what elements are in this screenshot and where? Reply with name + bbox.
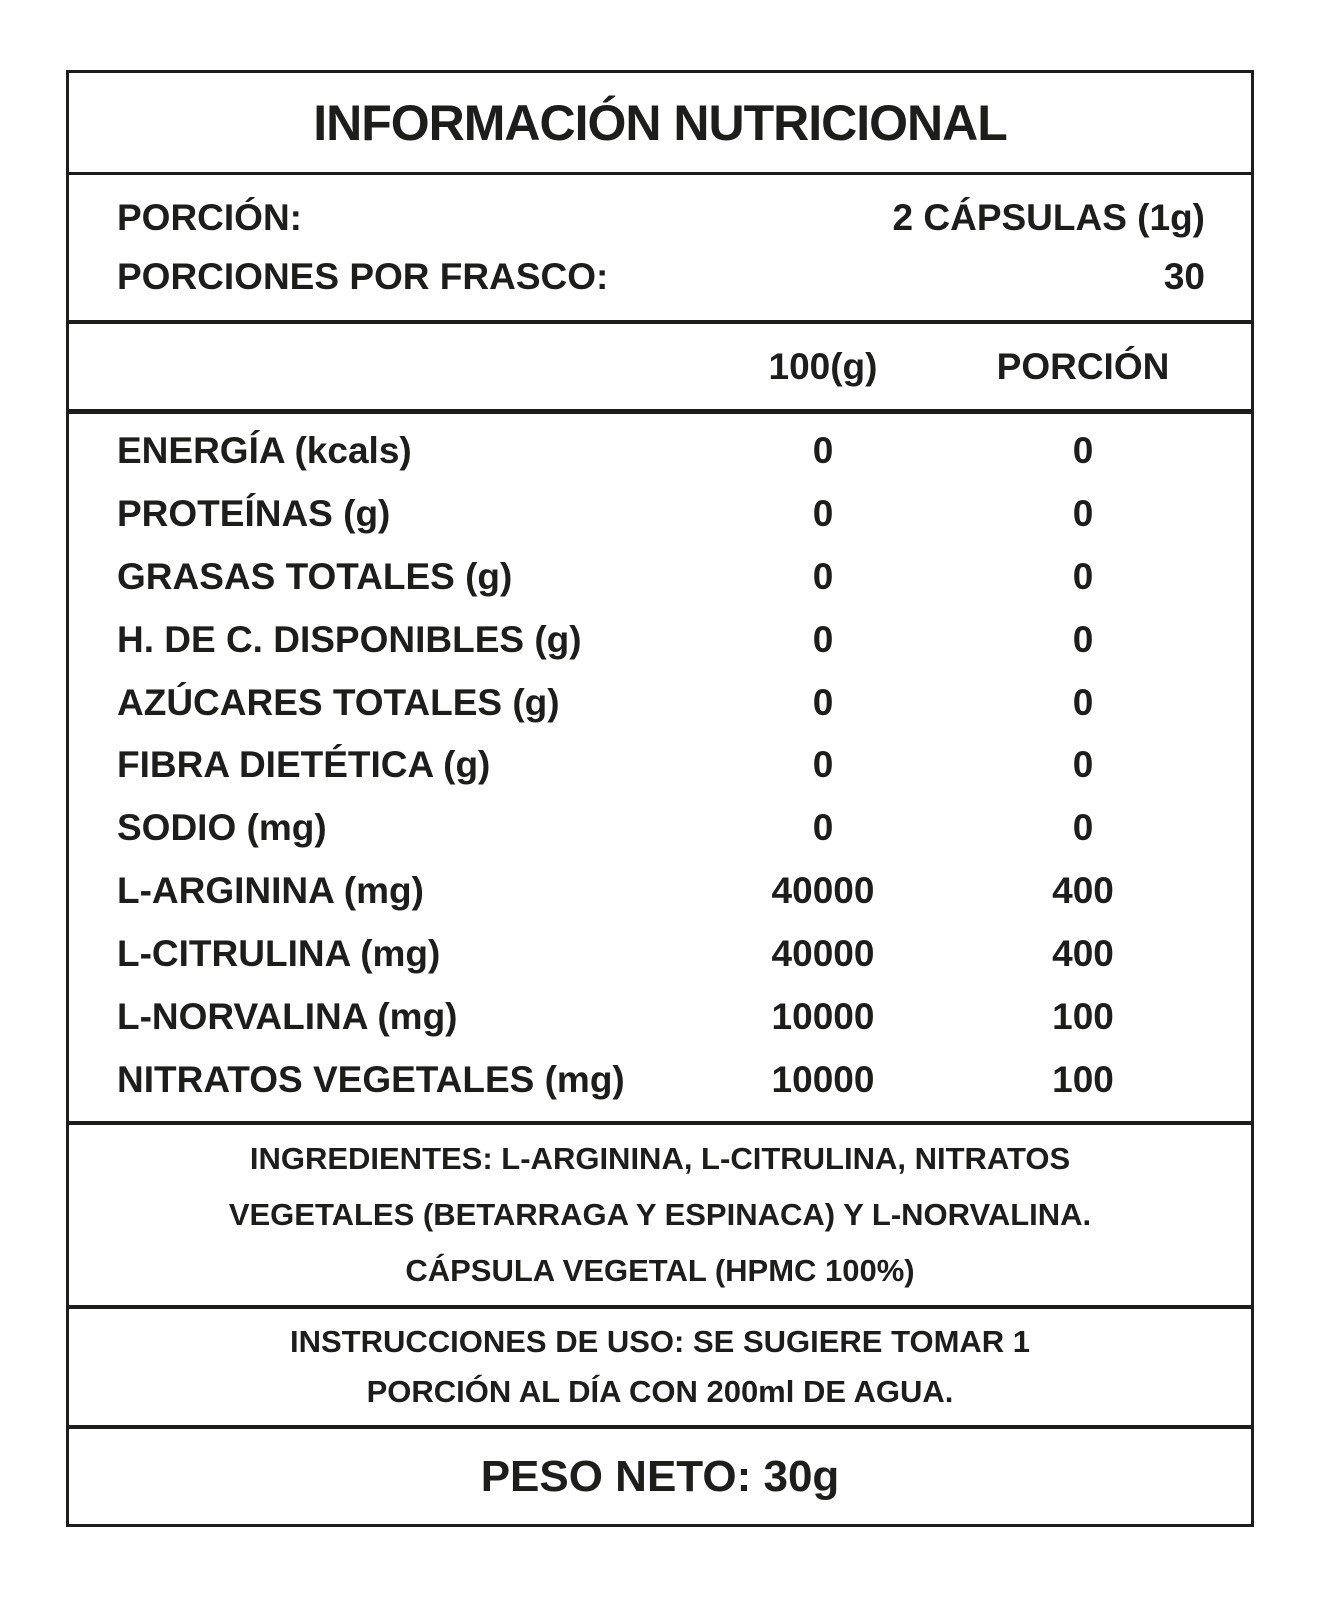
nutrient-portion-value: 0 bbox=[1072, 493, 1094, 535]
nutrient-per100-value: 10000 bbox=[771, 995, 875, 1037]
servings-per-container-value: 30 bbox=[1163, 255, 1205, 297]
nutrient-name: H. DE C. DISPONIBLES (g) bbox=[117, 618, 582, 660]
nutrient-name: L-ARGININA (mg) bbox=[117, 870, 424, 912]
instructions-line: PORCIÓN AL DÍA CON 200ml DE AGUA. bbox=[366, 1374, 954, 1409]
nutrient-portion-value: 0 bbox=[1072, 807, 1094, 849]
nutrient-per100-value: 0 bbox=[812, 493, 834, 535]
nutrient-per100-value: 0 bbox=[812, 618, 834, 660]
column-header-portion: PORCIÓN bbox=[996, 345, 1170, 387]
nutrient-portion-value: 0 bbox=[1072, 556, 1094, 598]
serving-size-value: 2 CÁPSULAS (1g) bbox=[892, 197, 1205, 239]
nutrient-per100-value: 10000 bbox=[771, 1058, 875, 1100]
ingredients-line: VEGETALES (BETARRAGA Y ESPINACA) Y L-NOR… bbox=[228, 1197, 1092, 1232]
table-row: L-NORVALINA (mg) 10000 100 bbox=[69, 996, 1251, 1038]
nutrient-name: AZÚCARES TOTALES (g) bbox=[117, 681, 560, 723]
table-row: PROTEÍNAS (g) 0 0 bbox=[69, 493, 1251, 535]
nutrient-portion-value: 400 bbox=[1052, 932, 1114, 974]
ingredients-line: INGREDIENTES: L-ARGININA, L-CITRULINA, N… bbox=[249, 1141, 1071, 1176]
serving-size-row: PORCIÓN: 2 CÁPSULAS (1g) bbox=[117, 197, 1205, 239]
nutrient-portion-value: 0 bbox=[1072, 744, 1094, 786]
nutrient-portion-value: 0 bbox=[1072, 618, 1094, 660]
nutrient-name: L-NORVALINA (mg) bbox=[117, 995, 458, 1037]
nutrient-per100-value: 40000 bbox=[771, 932, 875, 974]
serving-info-section: PORCIÓN: 2 CÁPSULAS (1g) PORCIONES POR F… bbox=[69, 175, 1251, 324]
table-row: GRASAS TOTALES (g) 0 0 bbox=[69, 556, 1251, 598]
nutrient-table: ENERGÍA (kcals) 0 0 PROTEÍNAS (g) 0 0 GR… bbox=[69, 414, 1251, 1125]
instructions-line: INSTRUCCIONES DE USO: SE SUGIERE TOMAR 1 bbox=[289, 1324, 1031, 1359]
table-row: L-CITRULINA (mg) 40000 400 bbox=[69, 933, 1251, 975]
nutrient-portion-value: 0 bbox=[1072, 430, 1094, 472]
nutrient-name: L-CITRULINA (mg) bbox=[117, 932, 441, 974]
table-row: FIBRA DIETÉTICA (g) 0 0 bbox=[69, 744, 1251, 786]
servings-per-container-label: PORCIONES POR FRASCO: bbox=[117, 255, 609, 297]
nutrient-per100-value: 0 bbox=[812, 807, 834, 849]
net-weight: PESO NETO: 30g bbox=[480, 1451, 840, 1501]
nutrient-name: SODIO (mg) bbox=[117, 807, 327, 849]
table-row: NITRATOS VEGETALES (mg) 10000 100 bbox=[69, 1059, 1251, 1101]
nutrient-per100-value: 0 bbox=[812, 430, 834, 472]
table-row: L-ARGININA (mg) 40000 400 bbox=[69, 870, 1251, 912]
table-header-row: 100(g) PORCIÓN bbox=[69, 324, 1251, 414]
nutrient-name: FIBRA DIETÉTICA (g) bbox=[117, 744, 491, 786]
nutrient-portion-value: 100 bbox=[1052, 995, 1114, 1037]
servings-per-container-row: PORCIONES POR FRASCO: 30 bbox=[117, 256, 1205, 298]
panel-title: INFORMACIÓN NUTRICIONAL bbox=[69, 73, 1251, 175]
table-row: SODIO (mg) 0 0 bbox=[69, 807, 1251, 849]
nutrient-portion-value: 0 bbox=[1072, 681, 1094, 723]
nutrient-name: GRASAS TOTALES (g) bbox=[117, 556, 513, 598]
nutrient-per100-value: 0 bbox=[812, 556, 834, 598]
nutrient-name: ENERGÍA (kcals) bbox=[117, 430, 412, 472]
nutrient-per100-value: 0 bbox=[812, 744, 834, 786]
table-row: ENERGÍA (kcals) 0 0 bbox=[69, 430, 1251, 472]
nutrient-name: NITRATOS VEGETALES (mg) bbox=[117, 1058, 625, 1100]
nutrient-per100-value: 40000 bbox=[771, 870, 875, 912]
table-row: AZÚCARES TOTALES (g) 0 0 bbox=[69, 682, 1251, 724]
nutrient-portion-value: 100 bbox=[1052, 1058, 1114, 1100]
nutrient-name: PROTEÍNAS (g) bbox=[117, 493, 391, 535]
nutrient-portion-value: 400 bbox=[1052, 870, 1114, 912]
nutrient-per100-value: 0 bbox=[812, 681, 834, 723]
instructions-section: INSTRUCCIONES DE USO: SE SUGIERE TOMAR 1… bbox=[69, 1309, 1251, 1429]
table-row: H. DE C. DISPONIBLES (g) 0 0 bbox=[69, 619, 1251, 661]
column-header-per100g: 100(g) bbox=[768, 345, 878, 387]
nutrition-facts-panel: INFORMACIÓN NUTRICIONAL PORCIÓN: 2 CÁPSU… bbox=[66, 70, 1254, 1527]
ingredients-line: CÁPSULA VEGETAL (HPMC 100%) bbox=[405, 1253, 915, 1288]
serving-size-label: PORCIÓN: bbox=[117, 197, 302, 239]
ingredients-section: INGREDIENTES: L-ARGININA, L-CITRULINA, N… bbox=[69, 1125, 1251, 1309]
